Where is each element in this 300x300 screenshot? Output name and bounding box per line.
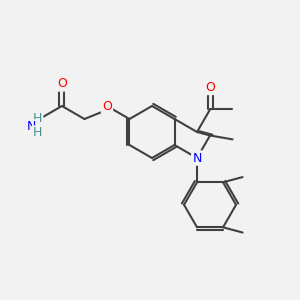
Text: H: H [33,112,42,125]
Text: O: O [205,81,215,94]
Text: H: H [33,127,42,140]
Text: N: N [27,121,36,134]
Text: O: O [102,100,112,112]
Text: N: N [192,152,202,164]
Text: O: O [57,77,67,90]
